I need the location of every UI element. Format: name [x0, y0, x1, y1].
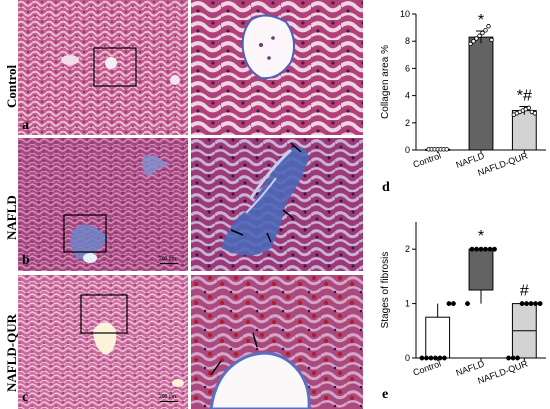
- y-tick-label: 1: [405, 299, 410, 309]
- significance-annotation: *: [478, 12, 484, 29]
- data-point: [419, 355, 425, 361]
- box: [425, 316, 451, 359]
- box: [468, 248, 494, 291]
- data-point: [446, 301, 452, 307]
- data-point: [519, 301, 525, 307]
- data-point: [474, 36, 479, 41]
- data-point: [432, 355, 438, 361]
- scale-bar: [160, 401, 178, 402]
- data-point: [474, 246, 479, 252]
- y-tick-label: 0: [405, 145, 410, 155]
- data-point: [480, 30, 485, 36]
- data-point: [478, 246, 484, 252]
- data-point: [489, 37, 494, 43]
- data-point: [487, 246, 493, 252]
- data-point: [428, 355, 434, 361]
- micrograph-image: [18, 138, 188, 271]
- data-point: [450, 301, 456, 307]
- micrograph-nafld-qur-low: [18, 275, 188, 409]
- data-point: [477, 33, 482, 38]
- significance-annotation: *: [478, 228, 484, 245]
- data-point: [515, 355, 521, 361]
- panel-letter-b: b: [22, 253, 30, 268]
- panel-letter-e: e: [382, 387, 389, 402]
- micrograph-image: [191, 138, 363, 271]
- micrograph-image: [18, 275, 188, 409]
- micrograph-image: [18, 0, 188, 135]
- data-point: [526, 105, 532, 111]
- micrograph-image: [191, 275, 363, 409]
- micrograph-nafld-low: [18, 138, 188, 271]
- micrograph-nafld-qur-high: [191, 275, 363, 409]
- data-point: [510, 355, 516, 361]
- x-tick-label: NAFLD-QUR: [476, 150, 529, 178]
- y-tick-label: 0: [405, 353, 410, 363]
- data-point: [528, 301, 534, 307]
- data-point: [483, 28, 488, 33]
- y-tick-label: 2: [405, 118, 410, 128]
- data-point: [468, 41, 473, 47]
- data-point: [423, 355, 429, 361]
- micrograph-nafld-high: [191, 138, 363, 271]
- micrograph-image: [191, 0, 363, 135]
- data-point: [483, 246, 488, 252]
- data-point: [524, 301, 530, 307]
- data-point: [469, 246, 475, 252]
- significance-annotation: *#: [517, 87, 532, 104]
- y-tick-label: 2: [405, 244, 410, 254]
- bar: [511, 110, 537, 151]
- scale-label: 200 μm: [159, 394, 176, 400]
- data-point: [532, 111, 538, 116]
- panel-letter-a: a: [22, 118, 29, 133]
- significance-annotation: #: [520, 283, 529, 300]
- micrograph-control-low: [18, 0, 188, 135]
- y-tick-label: 10: [400, 9, 410, 19]
- data-point: [441, 355, 447, 361]
- data-point: [486, 24, 491, 29]
- y-axis-label: Stages of fibrosis: [380, 252, 391, 329]
- x-tick-label: NAFLD-QUR: [476, 358, 529, 386]
- y-tick-label: 8: [405, 36, 410, 46]
- data-point: [444, 147, 449, 152]
- panel-letter-d: d: [382, 180, 390, 195]
- data-point: [537, 301, 543, 307]
- data-point: [437, 355, 443, 361]
- data-point: [465, 301, 470, 307]
- scale-bar: [160, 263, 178, 264]
- panel-letter-c: c: [22, 390, 29, 405]
- data-point: [492, 246, 497, 252]
- micrograph-control-high: [191, 0, 363, 135]
- x-tick-label: Control: [412, 150, 443, 169]
- data-point: [471, 39, 476, 44]
- y-axis-label: Collagen area %: [380, 45, 391, 119]
- scale-label: 200 μm: [159, 256, 176, 262]
- data-point: [506, 355, 512, 361]
- y-tick-label: 6: [405, 63, 410, 73]
- bar: [468, 36, 494, 151]
- x-tick-label: Control: [412, 358, 443, 377]
- y-tick-label: 4: [405, 91, 410, 101]
- data-point: [533, 301, 539, 307]
